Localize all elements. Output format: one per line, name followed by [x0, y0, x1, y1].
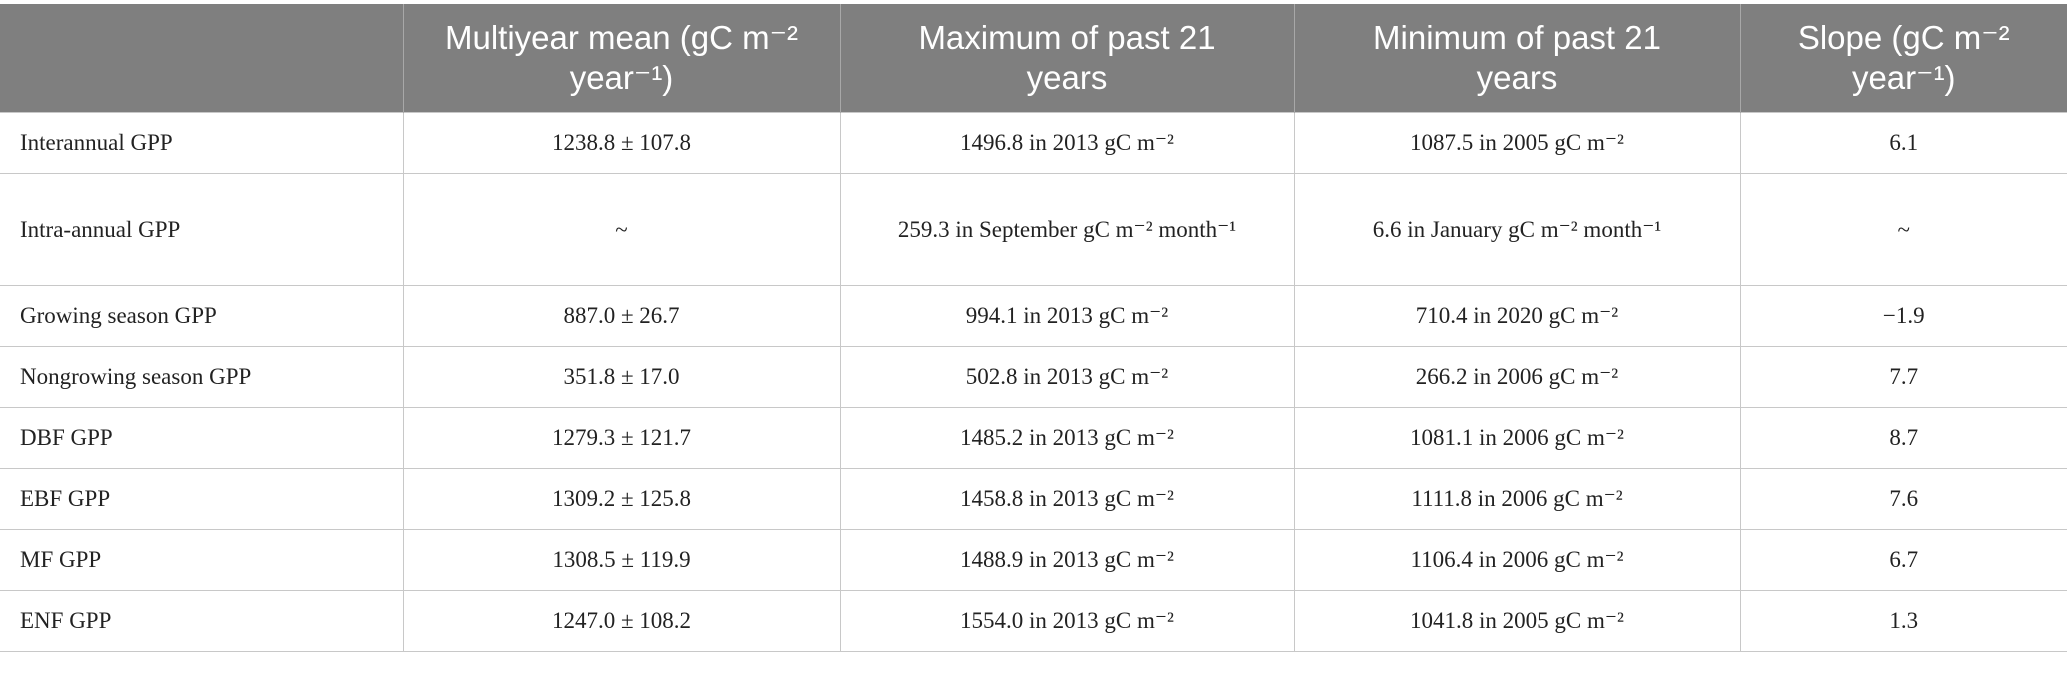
- table-cell: 7.7: [1739, 346, 2067, 408]
- row-label: Interannual GPP: [0, 112, 404, 174]
- table-row: MF GPP 1308.5 ± 119.9 1488.9 in 2013 gC m⁻…: [0, 529, 2067, 591]
- page: Multiyear mean (gC m⁻² year⁻¹) Maximum of…: [0, 4, 2067, 683]
- header-row: Multiyear mean (gC m⁻² year⁻¹) Maximum of…: [0, 4, 2067, 113]
- header-cell: Slope (gC m⁻² year⁻¹): [1739, 4, 2067, 113]
- table-cell: ~: [1739, 173, 2067, 286]
- table-cell: 1247.0 ± 108.2: [402, 590, 841, 652]
- table-row: DBF GPP 1279.3 ± 121.7 1485.2 in 2013 gC m…: [0, 407, 2067, 469]
- table-cell: 6.6 in January gC m⁻² month⁻¹: [1293, 173, 1741, 286]
- table-cell: 6.1: [1739, 112, 2067, 174]
- header-cell: Maximum of past 21 years: [839, 4, 1294, 113]
- table-cell: 259.3 in September gC m⁻² month⁻¹: [839, 173, 1295, 286]
- header-cell: Minimum of past 21 years: [1293, 4, 1740, 113]
- table-cell: 502.8 in 2013 gC m⁻²: [839, 346, 1295, 408]
- table-cell: −1.9: [1739, 285, 2067, 347]
- table-cell: 994.1 in 2013 gC m⁻²: [839, 285, 1295, 347]
- table-row: Nongrowing season GPP 351.8 ± 17.0 502.8 i…: [0, 346, 2067, 408]
- data-table: Multiyear mean (gC m⁻² year⁻¹) Maximum of…: [0, 4, 2067, 652]
- table-cell: 1081.1 in 2006 gC m⁻²: [1293, 407, 1741, 469]
- row-label: Nongrowing season GPP: [0, 346, 404, 408]
- row-label: Intra-annual GPP: [0, 173, 404, 286]
- table-cell: 887.0 ± 26.7: [402, 285, 841, 347]
- table-row: Growing season GPP 887.0 ± 26.7 994.1 in 2…: [0, 285, 2067, 347]
- table-cell: 266.2 in 2006 gC m⁻²: [1293, 346, 1741, 408]
- table-cell: 1.3: [1739, 590, 2067, 652]
- table-row: ENF GPP 1247.0 ± 108.2 1554.0 in 2013 gC m…: [0, 590, 2067, 652]
- table-cell: 1308.5 ± 119.9: [402, 529, 841, 591]
- table-cell: ~: [402, 173, 841, 286]
- table-cell: 1238.8 ± 107.8: [402, 112, 841, 174]
- table-cell: 1309.2 ± 125.8: [402, 468, 841, 530]
- table-cell: 351.8 ± 17.0: [402, 346, 841, 408]
- table-row: Intra-annual GPP ~259.3 in September gC m…: [0, 173, 2067, 286]
- table-body: Interannual GPP 1238.8 ± 107.8 1496.8 in 2…: [0, 112, 2067, 652]
- table-header: Multiyear mean (gC m⁻² year⁻¹) Maximum of…: [0, 4, 2067, 113]
- table-cell: 1496.8 in 2013 gC m⁻²: [839, 112, 1295, 174]
- table-cell: 8.7: [1739, 407, 2067, 469]
- table-cell: 1279.3 ± 121.7: [402, 407, 841, 469]
- table-cell: 1554.0 in 2013 gC m⁻²: [839, 590, 1295, 652]
- table-cell: 1087.5 in 2005 gC m⁻²: [1293, 112, 1741, 174]
- table-cell: 1458.8 in 2013 gC m⁻²: [839, 468, 1295, 530]
- table-cell: 6.7: [1739, 529, 2067, 591]
- table-cell: 1106.4 in 2006 gC m⁻²: [1293, 529, 1741, 591]
- table-cell: 7.6: [1739, 468, 2067, 530]
- table-cell: 1488.9 in 2013 gC m⁻²: [839, 529, 1295, 591]
- table-row: Interannual GPP 1238.8 ± 107.8 1496.8 in 2…: [0, 112, 2067, 174]
- row-label: EBF GPP: [0, 468, 404, 530]
- row-label: DBF GPP: [0, 407, 404, 469]
- row-label: MF GPP: [0, 529, 404, 591]
- table-cell: 1041.8 in 2005 gC m⁻²: [1293, 590, 1741, 652]
- header-cell: Multiyear mean (gC m⁻² year⁻¹): [402, 4, 840, 113]
- table-cell: 1111.8 in 2006 gC m⁻²: [1293, 468, 1741, 530]
- header-cell: [0, 4, 403, 113]
- table-row: EBF GPP 1309.2 ± 125.8 1458.8 in 2013 gC m…: [0, 468, 2067, 530]
- table-cell: 710.4 in 2020 gC m⁻²: [1293, 285, 1741, 347]
- table-cell: 1485.2 in 2013 gC m⁻²: [839, 407, 1295, 469]
- row-label: Growing season GPP: [0, 285, 404, 347]
- row-label: ENF GPP: [0, 590, 404, 652]
